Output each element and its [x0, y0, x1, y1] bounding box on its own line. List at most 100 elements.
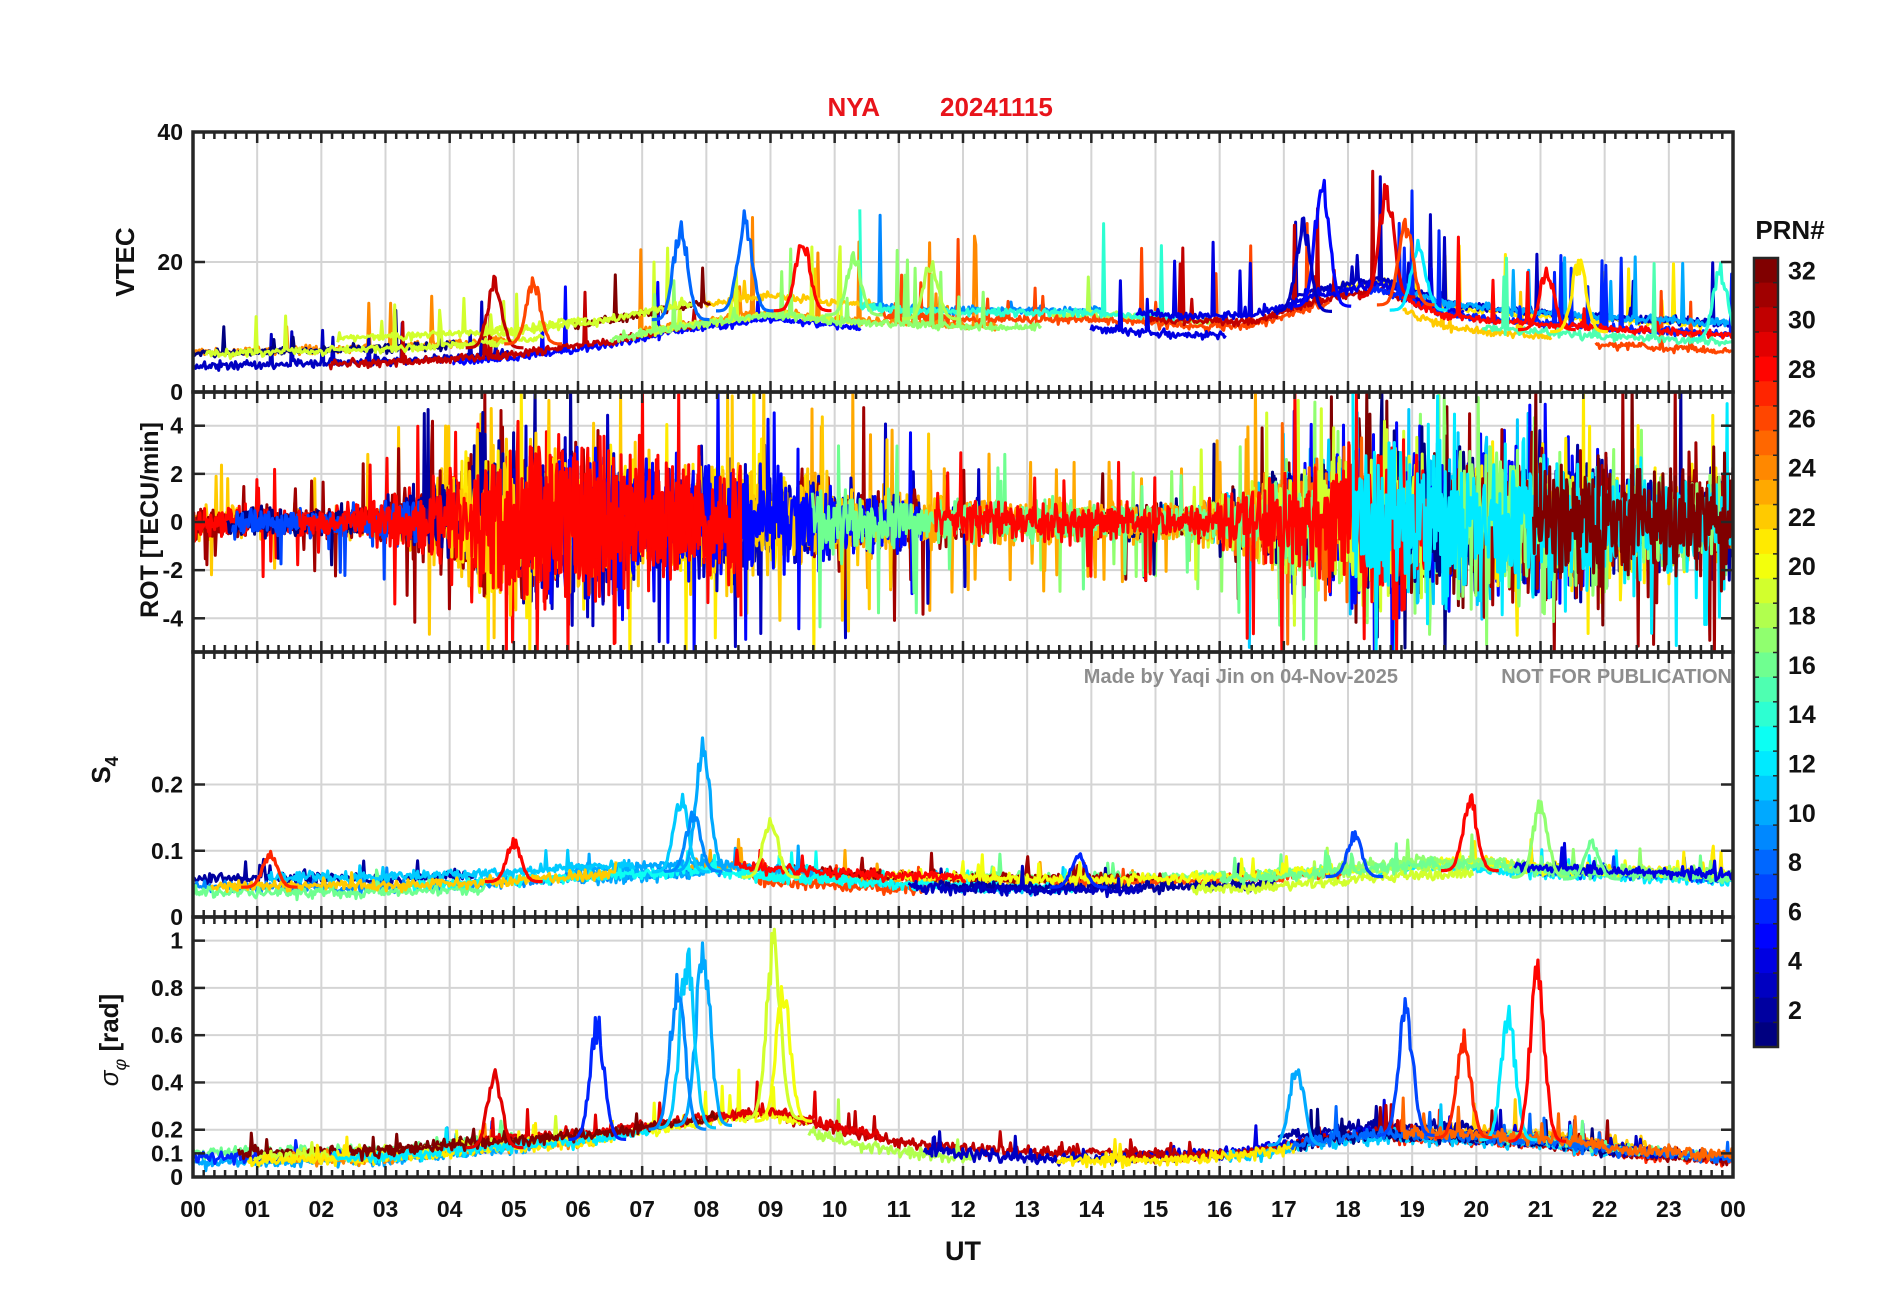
x-tick-label: 00	[180, 1196, 206, 1222]
vtec-ylabel: VTEC	[110, 227, 140, 297]
colorbar-swatch	[1754, 455, 1778, 481]
s4-peak-series	[484, 836, 544, 884]
x-tick-labels: 00 01 02 03 04 05 06 07 08 09 10 11 12 13 14 15 16 17 18 19…	[180, 1196, 1746, 1222]
x-tick-label: 19	[1399, 1196, 1425, 1222]
x-tick-label: 12	[950, 1196, 976, 1222]
s4-prn-series	[267, 848, 636, 885]
sigma-y-tick-label: 0.8	[151, 975, 183, 1001]
x-tick-label: 08	[694, 1196, 720, 1222]
x-tick-label: 17	[1271, 1196, 1297, 1222]
colorbar-swatch	[1754, 553, 1778, 580]
x-tick-label: 10	[822, 1196, 848, 1222]
x-tick-label: 11	[887, 1196, 912, 1222]
colorbar-tick-label: 20	[1788, 553, 1816, 581]
s4-prn-series	[210, 861, 618, 894]
vtec-peak-series	[1549, 258, 1609, 334]
vtec-peak-series	[1389, 238, 1448, 312]
x-tick-label: 01	[244, 1196, 270, 1222]
colorbar-tick-label: 8	[1788, 849, 1802, 877]
colorbar-swatch	[1754, 578, 1778, 604]
vtec-series	[193, 169, 1733, 372]
vtec-peak-series	[1273, 216, 1333, 313]
colorbar-swatch	[1754, 627, 1778, 653]
s4-prn-series	[1513, 841, 1733, 882]
s4-prn-series	[1190, 864, 1475, 896]
vtec-prn-series	[858, 209, 1177, 323]
rot-prn-series	[1532, 392, 1733, 627]
s4-peak-series	[1440, 793, 1500, 873]
vtec-y-tick-label: 20	[157, 249, 183, 275]
x-tick-label: 05	[501, 1196, 527, 1222]
vtec-peak-series	[773, 244, 832, 313]
colorbar-swatch	[1754, 751, 1778, 777]
s4-y-tick-label: 0	[170, 904, 183, 930]
colorbar-frame	[1752, 256, 1780, 1049]
colorbar-swatch	[1754, 923, 1778, 949]
x-tick-label: 20	[1464, 1196, 1490, 1222]
colorbar-swatch	[1754, 529, 1778, 555]
colorbar-tick-label: 2	[1788, 997, 1802, 1025]
colorbar-swatch	[1754, 1022, 1778, 1048]
s4-peak-series	[741, 816, 800, 879]
sigma-y-tick-label: 1	[170, 928, 183, 954]
rot-series	[193, 392, 1733, 652]
vtec-peak-series	[824, 251, 884, 317]
vtec-peak-series	[1517, 266, 1577, 332]
sigma-peak-series	[1508, 958, 1567, 1143]
s4-y-tick-label: 0.1	[151, 838, 183, 864]
rot-prn-series	[297, 419, 702, 652]
colorbar-swatch	[1754, 874, 1778, 900]
s4-prn-series	[193, 857, 475, 886]
x-axis-label: UT	[945, 1236, 981, 1266]
s4-prn-series	[1219, 842, 1733, 886]
rot-prn-series	[933, 392, 1431, 652]
x-tick-label: 15	[1143, 1196, 1169, 1222]
sigma-series	[193, 927, 1733, 1173]
sigma-prn-series	[331, 1126, 652, 1164]
colorbar-swatch	[1754, 677, 1778, 703]
sigma-y-tick-label: 0.2	[151, 1117, 183, 1143]
x-tick-label: 09	[758, 1196, 784, 1222]
colorbar-swatch	[1754, 603, 1778, 629]
rot-prn-series	[226, 502, 366, 567]
sigma-y-tick-label: 0.1	[151, 1140, 183, 1166]
colorbar-swatch	[1754, 800, 1778, 826]
x-tick-label: 02	[309, 1196, 335, 1222]
vtec-prn-series	[1402, 290, 1553, 341]
colorbar-label: PRN#	[1755, 215, 1825, 245]
rot-y-tick-label: 0	[170, 509, 183, 535]
sigma-axes: 00.10.2 0.4 0.6 0.8 1	[151, 915, 1735, 1190]
colorbar-tick-label: 32	[1788, 257, 1816, 285]
s4-prn-series	[734, 848, 967, 884]
colorbar-swatch	[1754, 331, 1778, 358]
vtec-prn-series	[204, 292, 545, 360]
vtec-peak-series	[715, 209, 775, 313]
s4-peak-series	[1562, 838, 1622, 881]
rot-ylabel: ROT [TECU/min]	[136, 422, 164, 618]
colorbar-swatch	[1754, 405, 1778, 432]
s4-series	[193, 736, 1733, 902]
sigma-peak-series	[744, 927, 803, 1121]
s4-y-tick-label: 0.2	[151, 772, 183, 798]
sigma-prn-series	[1400, 1096, 1733, 1162]
vtec-prn-series	[1089, 279, 1227, 341]
x-tick-label: 00	[1720, 1196, 1746, 1222]
colorbar-swatch	[1754, 504, 1778, 530]
colorbar-tick-label: 24	[1788, 455, 1816, 483]
s4-prn-series	[907, 864, 1144, 899]
x-tick-label: 18	[1335, 1196, 1361, 1222]
colorbar-swatch	[1754, 899, 1778, 925]
s4-prn-series	[193, 868, 486, 902]
s4-peak-series	[664, 810, 723, 873]
colorbar-swatch	[1754, 825, 1778, 851]
rot-y-tick-label: -2	[163, 557, 183, 583]
sigma-ylabel: σφ [rad]	[94, 994, 130, 1086]
sigma-y-tick-label: 0	[170, 1164, 183, 1190]
sigma-peak-series	[1267, 1068, 1326, 1147]
colorbar-swatch	[1754, 258, 1778, 284]
x-tick-label: 23	[1656, 1196, 1682, 1222]
colorbar-swatch	[1754, 479, 1778, 506]
rot-y-tick-label: 4	[170, 413, 183, 439]
vtec-y-tick-label: 40	[157, 119, 183, 145]
